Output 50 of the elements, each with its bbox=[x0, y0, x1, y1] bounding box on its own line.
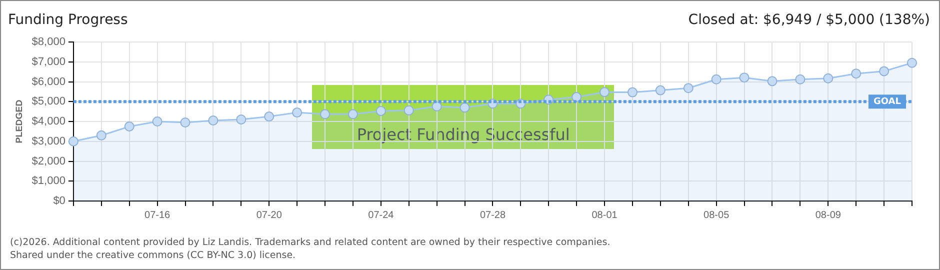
point bbox=[264, 112, 274, 122]
point bbox=[180, 117, 190, 128]
point bbox=[68, 136, 78, 146]
y-tick-label: $5,000 bbox=[32, 96, 66, 108]
point bbox=[711, 74, 722, 84]
point bbox=[795, 74, 806, 84]
x-tick-label: 07-20 bbox=[256, 210, 282, 221]
point bbox=[907, 58, 917, 68]
point bbox=[236, 114, 246, 125]
point bbox=[208, 116, 218, 126]
point bbox=[292, 108, 302, 118]
x-tick-label: 08-01 bbox=[592, 210, 618, 221]
x-tick-label: 07-16 bbox=[144, 210, 171, 221]
x-tick-label: 07-24 bbox=[368, 210, 394, 221]
chart-subtitle: Closed at: $6,949 / $5,000 (138%) bbox=[688, 12, 930, 28]
point bbox=[404, 105, 414, 116]
y-tick-label: $2,000 bbox=[32, 155, 66, 168]
x-tick-label: 08-09 bbox=[815, 210, 842, 221]
point bbox=[376, 106, 386, 116]
y-tick-label: $0 bbox=[53, 195, 66, 208]
point bbox=[432, 101, 442, 112]
point bbox=[572, 92, 582, 102]
y-tick-label: $7,000 bbox=[32, 56, 66, 68]
point bbox=[739, 72, 750, 83]
y-tick-label: $8,000 bbox=[32, 36, 66, 48]
y-tick-label: $4,000 bbox=[32, 116, 66, 128]
point bbox=[767, 76, 778, 86]
point bbox=[152, 116, 162, 126]
point bbox=[655, 85, 666, 96]
point bbox=[823, 73, 834, 84]
y-axis-title: PLEDGED bbox=[14, 99, 24, 144]
ref-line-label: GOAL bbox=[874, 96, 902, 107]
y-tick-label: $1,000 bbox=[32, 175, 66, 188]
y-tick-label: $3,000 bbox=[32, 135, 66, 148]
point bbox=[348, 109, 358, 120]
point bbox=[124, 121, 134, 132]
point bbox=[683, 83, 694, 94]
point bbox=[320, 109, 330, 120]
text: (c)2026. Additional content provided by Liz Landis. Trademarks and related content are owned by their respective companies. bbox=[10, 236, 610, 249]
x-tick-label: 08-05 bbox=[704, 210, 730, 221]
point bbox=[600, 87, 610, 98]
text: Shared under the creative commons (CC BY-NC 3.0) license. bbox=[10, 249, 297, 262]
y-tick-label: $6,000 bbox=[32, 76, 66, 88]
x-tick-label: 07-28 bbox=[480, 210, 506, 221]
point bbox=[851, 68, 862, 79]
point bbox=[879, 66, 890, 76]
point bbox=[460, 102, 470, 113]
point bbox=[627, 87, 638, 98]
chart-title: Funding Progress bbox=[8, 12, 128, 28]
point bbox=[96, 130, 106, 140]
